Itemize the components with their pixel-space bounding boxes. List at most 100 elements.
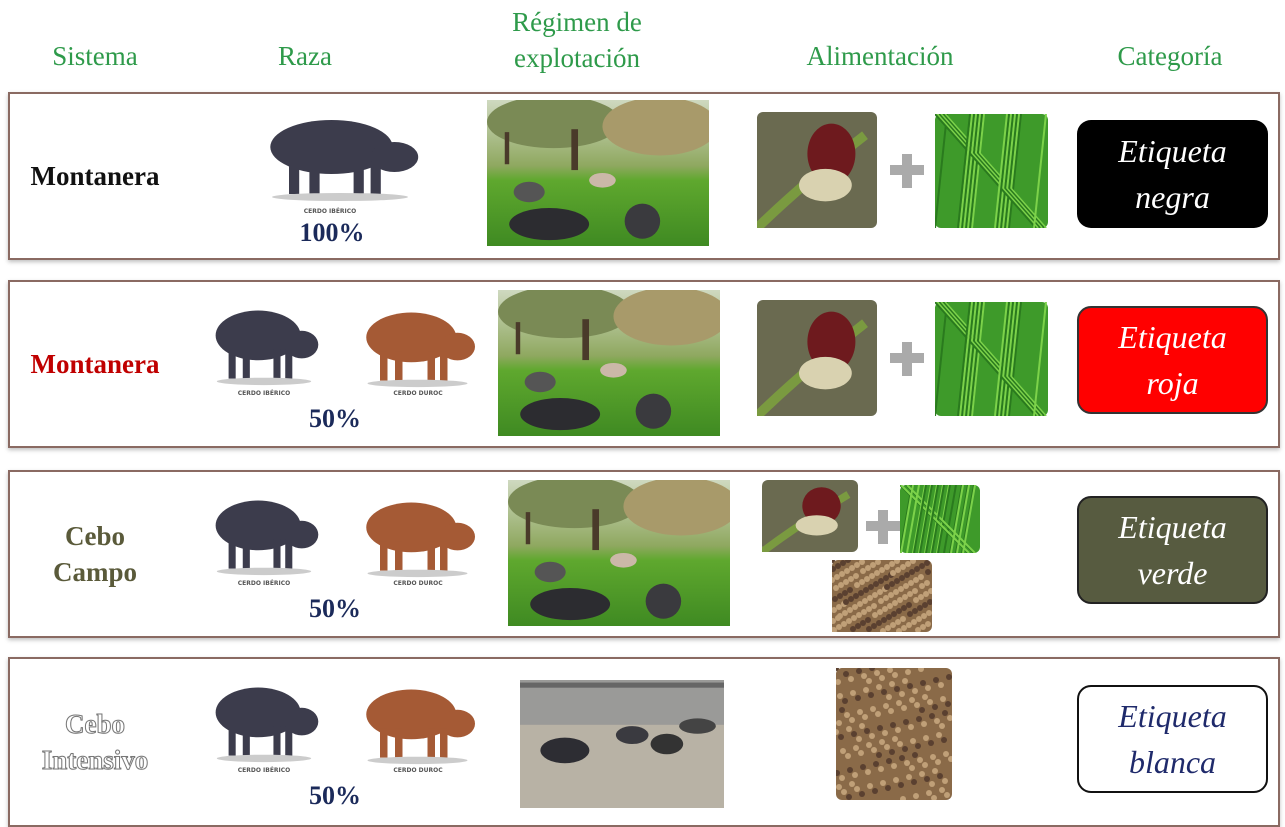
image-shape xyxy=(839,775,845,781)
image-shape xyxy=(440,541,448,570)
image-shape xyxy=(514,182,545,202)
image-shape xyxy=(853,745,859,751)
regime-image xyxy=(508,480,730,626)
image-shape xyxy=(869,733,875,739)
image-shape xyxy=(877,589,883,595)
image-shape xyxy=(873,761,879,767)
image-shape xyxy=(886,694,892,700)
image-shape xyxy=(916,616,922,622)
image-shape xyxy=(380,728,388,757)
image-shape xyxy=(847,607,853,613)
image-shape xyxy=(905,669,911,675)
breed-label: CERDO IBÉRICO xyxy=(214,580,314,587)
image-shape xyxy=(243,349,250,378)
image-shape xyxy=(935,759,941,765)
image-shape xyxy=(867,783,873,789)
image-shape xyxy=(857,601,863,607)
image-shape xyxy=(923,735,929,741)
image-shape xyxy=(866,606,872,612)
image-shape xyxy=(516,322,520,354)
image-shape xyxy=(285,539,292,568)
header: Alimentación xyxy=(770,38,990,74)
image-shape xyxy=(799,357,852,389)
image-shape xyxy=(845,753,851,759)
image-shape xyxy=(860,568,866,574)
image-shape xyxy=(919,563,925,569)
image-shape xyxy=(902,594,908,600)
image-shape xyxy=(914,566,920,572)
header: Categoría xyxy=(1080,38,1260,74)
image-shape xyxy=(878,510,888,544)
image-shape xyxy=(862,598,868,604)
image-shape xyxy=(896,700,902,706)
pig-image xyxy=(205,294,323,386)
image-shape xyxy=(869,573,875,579)
image-shape xyxy=(679,718,716,733)
image-shape xyxy=(354,162,364,194)
image-shape xyxy=(909,697,915,703)
image-shape xyxy=(939,723,945,729)
image-shape xyxy=(922,694,928,700)
image-shape xyxy=(917,757,923,763)
image-shape xyxy=(865,617,871,623)
image-shape xyxy=(908,724,914,730)
image-shape xyxy=(217,755,311,762)
acorn-image xyxy=(762,480,858,552)
plus-icon xyxy=(890,342,924,376)
image-shape xyxy=(832,596,838,602)
image-shape xyxy=(889,749,895,755)
image-shape xyxy=(879,739,885,745)
image-shape xyxy=(368,570,468,577)
image-shape xyxy=(900,616,906,622)
image-shape xyxy=(854,562,860,568)
image-shape xyxy=(904,572,910,578)
image-shape xyxy=(838,734,844,740)
plus-icon xyxy=(866,510,900,544)
image-shape xyxy=(841,789,847,795)
image-shape xyxy=(520,683,724,688)
image-shape xyxy=(849,717,855,723)
plus-icon xyxy=(890,154,924,188)
image-shape xyxy=(371,162,381,194)
image-shape xyxy=(589,173,616,188)
pig-image xyxy=(355,486,480,578)
image-shape xyxy=(927,699,933,705)
image-shape xyxy=(878,766,884,772)
image-shape xyxy=(851,615,857,621)
image-shape xyxy=(525,372,556,392)
image-shape xyxy=(217,568,311,575)
image-shape xyxy=(922,602,928,608)
image-shape xyxy=(428,728,436,757)
image-shape xyxy=(879,675,885,681)
image-shape xyxy=(944,792,950,798)
image-shape xyxy=(870,562,876,568)
image-shape xyxy=(833,585,839,591)
image-shape xyxy=(901,705,907,711)
image-shape xyxy=(910,738,916,744)
image-shape xyxy=(243,726,250,755)
image-shape xyxy=(861,609,867,615)
image-shape xyxy=(571,129,578,170)
image-shape xyxy=(895,567,901,573)
pig-image xyxy=(355,296,480,388)
image-shape xyxy=(907,591,913,597)
image-shape xyxy=(865,565,871,571)
image-shape xyxy=(859,723,865,729)
image-shape xyxy=(841,621,847,627)
image-shape xyxy=(909,569,915,575)
header: Régimen de explotación xyxy=(482,4,672,76)
image-shape xyxy=(440,728,448,757)
image-shape xyxy=(901,605,907,611)
image-shape xyxy=(906,602,912,608)
image-shape xyxy=(863,687,869,693)
image-shape xyxy=(900,564,906,570)
image-shape xyxy=(876,752,882,758)
image-shape xyxy=(888,592,894,598)
image-shape xyxy=(840,748,846,754)
image-shape xyxy=(903,583,909,589)
image-shape xyxy=(890,570,896,576)
image-shape xyxy=(883,575,889,581)
image-shape xyxy=(871,747,877,753)
image-shape xyxy=(858,590,864,596)
image-shape xyxy=(877,725,883,731)
